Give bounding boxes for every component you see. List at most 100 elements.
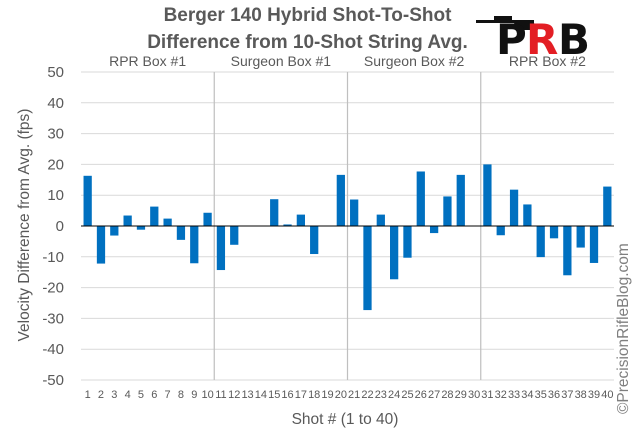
bar [110, 226, 119, 236]
y-tick-label: -10 [42, 249, 64, 266]
y-tick-label: -40 [42, 341, 64, 358]
bar [416, 171, 425, 226]
bar [523, 204, 532, 226]
x-tick-label: 35 [535, 389, 547, 401]
x-tick-label: 31 [481, 389, 493, 401]
bar [163, 218, 172, 226]
x-tick-label: 27 [428, 389, 440, 401]
x-tick-label: 25 [401, 389, 413, 401]
bar [376, 214, 385, 226]
bar [190, 226, 199, 264]
bar [150, 206, 159, 226]
x-tick-label: 29 [455, 389, 467, 401]
bar [390, 226, 399, 280]
y-axis-label: Velocity Difference from Avg. (fps) [16, 109, 33, 342]
bar [403, 226, 412, 258]
bar [563, 226, 572, 276]
bar [310, 226, 319, 255]
group-label: RPR Box #2 [509, 53, 586, 69]
x-tick-label: 14 [255, 389, 267, 401]
x-tick-label: 33 [508, 389, 520, 401]
x-tick-label: 37 [561, 389, 573, 401]
x-tick-label: 8 [178, 389, 184, 401]
x-tick-label: 11 [215, 389, 226, 401]
x-tick-label: 34 [521, 389, 533, 401]
x-tick-label: 13 [241, 389, 253, 401]
x-tick-label: 17 [295, 389, 307, 401]
bar [176, 226, 186, 240]
bar [509, 189, 519, 226]
bar [483, 164, 492, 226]
x-tick-label: 2 [98, 389, 104, 401]
watermark-text: ©PrecisionRifleBlog.com [615, 243, 632, 414]
y-tick-label: 0 [56, 218, 64, 235]
bar [83, 175, 92, 226]
y-tick-label: 10 [47, 187, 64, 204]
bar [136, 226, 146, 230]
x-tick-labels: 1 2 3 4 5 6 7 8 9 10 11 12 13 14 15 16 17 18 19 20 21 22 23 24 2… [85, 389, 614, 401]
x-tick-label: 22 [361, 389, 373, 401]
bar [549, 226, 559, 239]
y-tick-label: -30 [42, 310, 64, 327]
x-tick-label: 32 [495, 389, 507, 401]
logo-letter-r: R [526, 15, 558, 60]
bar [603, 186, 612, 226]
x-tick-label: 24 [388, 389, 400, 401]
group-label: Surgeon Box #1 [231, 53, 332, 69]
x-tick-label: 23 [375, 389, 387, 401]
bar [443, 196, 452, 226]
y-tick-label: 30 [47, 126, 64, 143]
x-tick-label: 9 [191, 389, 197, 401]
bar [96, 226, 106, 264]
group-label: RPR Box #1 [109, 53, 186, 69]
bar [350, 199, 359, 226]
bar [429, 226, 439, 234]
x-tick-label: 40 [601, 389, 613, 401]
group-labels: RPR Box #1 Surgeon Box #1 Surgeon Box #2 RP… [109, 53, 586, 69]
x-tick-label: 15 [268, 389, 280, 401]
bar [270, 199, 279, 226]
y-tick-label: 50 [47, 64, 64, 81]
x-tick-label: 10 [201, 389, 213, 401]
x-tick-label: 19 [321, 389, 333, 401]
x-tick-label: 38 [575, 389, 587, 401]
bar [123, 215, 132, 226]
x-tick-label: 7 [165, 389, 171, 401]
x-tick-label: 18 [308, 389, 320, 401]
prb-logo: P R B [476, 15, 590, 60]
x-axis-label: Shot # (1 to 40) [292, 411, 399, 428]
bar [230, 226, 239, 245]
bar [336, 174, 345, 226]
x-tick-label: 5 [138, 389, 144, 401]
bar [456, 174, 465, 226]
group-label: Surgeon Box #2 [364, 53, 465, 69]
bar [216, 226, 226, 271]
y-tick-label: 20 [47, 156, 64, 173]
x-tick-label: 21 [348, 389, 360, 401]
bar [576, 226, 585, 248]
y-tick-label: -20 [42, 280, 64, 297]
rifle-silhouette-icon [476, 16, 538, 30]
y-tick-label: 40 [47, 95, 64, 112]
x-tick-label: 26 [415, 389, 427, 401]
bar [589, 226, 599, 263]
y-tick-labels: -50 -40 -30 -20 -10 0 10 20 30 40 50 [42, 64, 64, 389]
x-tick-label: 28 [441, 389, 453, 401]
x-tick-label: 4 [125, 389, 131, 401]
y-tick-label: -50 [42, 372, 64, 389]
logo-letter-p: P [496, 15, 527, 60]
x-tick-label: 39 [588, 389, 600, 401]
bar [296, 214, 305, 226]
x-tick-label: 3 [111, 389, 117, 401]
chart-title-line-1: Berger 140 Hybrid Shot-To-Shot [163, 5, 452, 26]
bar [203, 212, 212, 226]
x-tick-label: 6 [151, 389, 157, 401]
bar [363, 226, 372, 311]
x-tick-label: 36 [548, 389, 560, 401]
x-tick-label: 30 [468, 389, 480, 401]
x-tick-label: 12 [228, 389, 240, 401]
x-tick-label: 16 [281, 389, 293, 401]
bar [536, 226, 545, 258]
x-tick-label: 1 [85, 389, 91, 401]
